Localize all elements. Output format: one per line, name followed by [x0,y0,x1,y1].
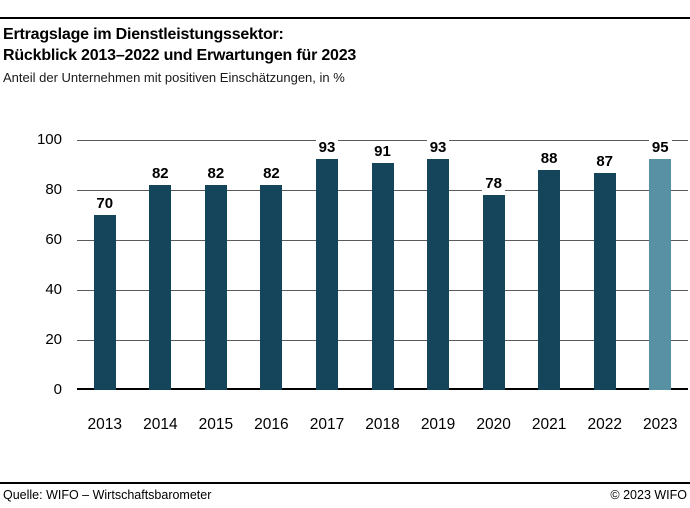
bar-column: 95 [632,140,688,390]
bar-value-label: 91 [371,143,394,160]
bar-value-label: 70 [93,196,117,212]
x-axis-tick-label: 2021 [531,416,567,433]
chart-header: Ertragslage im Dienstleistungssektor: Rü… [3,24,686,86]
bar-column: 78 [466,140,522,390]
bar [482,195,505,390]
copyright-text: © 2023 WIFO [610,488,687,502]
x-axis-tick-label: 2017 [309,416,345,433]
bar [204,185,227,390]
gridline [77,140,688,141]
y-axis-tick-label: 80 [45,181,62,198]
y-axis-tick-label: 60 [45,231,62,248]
bar [315,159,338,390]
bar-value-label: 88 [537,151,561,167]
bar-value-label: 78 [482,176,505,192]
chart-subtitle: Anteil der Unternehmen mit positiven Ein… [3,70,345,85]
bar-value-label: 95 [648,140,672,156]
bar-value-label: 82 [204,166,228,182]
y-axis-tick-label: 20 [45,331,62,348]
bar-column: 93 [410,140,466,390]
bar [427,159,450,390]
bar-column: 88 [521,140,577,390]
bar-chart: 70 82 82 82 93 91 93 78 88 87 95 2013 2014 2015 2016 2… [0,86,690,436]
bar-column: 70 [77,140,133,390]
chart-title-line1: Ertragslage im Dienstleistungssektor: [3,26,284,43]
footer: Quelle: WIFO – Wirtschaftsbarometer © 20… [0,482,690,502]
x-axis-tick-label: 2013 [87,416,123,433]
bar-highlighted [649,159,672,390]
y-axis-tick-label: 0 [53,381,62,398]
plot-area: 70 82 82 82 93 91 93 78 88 87 95 [77,140,688,390]
x-axis-tick-label: 2014 [143,416,178,433]
bar-column: 82 [244,140,300,390]
bar-value-label: 87 [593,153,617,170]
bar-column: 87 [577,140,633,390]
bar-value-label: 82 [260,166,283,182]
chart-title-line2: Rückblick 2013–2022 und Erwartungen für … [3,47,357,64]
bar-column: 82 [133,140,189,390]
x-axis-tick-label: 2023 [643,416,678,433]
bar-value-label: 93 [426,140,450,156]
y-axis-tick-label: 100 [36,131,62,148]
x-axis-tick-label: 2020 [476,416,511,433]
bar-value-label: 93 [315,140,339,156]
x-axis-tick-label: 2015 [198,416,234,433]
bar [538,170,561,390]
bars-container: 70 82 82 82 93 91 93 78 88 87 95 [77,140,688,390]
bar [371,162,394,390]
x-axis-labels: 2013 2014 2015 2016 2017 2018 2019 2020 2021 2022… [77,416,688,434]
bar-column: 91 [355,140,411,390]
bar [149,185,172,390]
bar [260,185,283,390]
bar [593,172,616,390]
x-axis-tick-label: 2019 [420,416,456,433]
bar-column: 93 [299,140,355,390]
top-divider [0,17,690,19]
bar-value-label: 82 [148,166,172,182]
bar-column: 82 [188,140,244,390]
source-text: Quelle: WIFO – Wirtschaftsbarometer [3,488,212,502]
x-axis-tick-label: 2016 [254,416,289,433]
x-axis-tick-label: 2022 [587,416,622,433]
bar [93,215,116,390]
y-axis-tick-label: 40 [45,281,62,298]
x-axis-tick-label: 2018 [365,416,400,433]
